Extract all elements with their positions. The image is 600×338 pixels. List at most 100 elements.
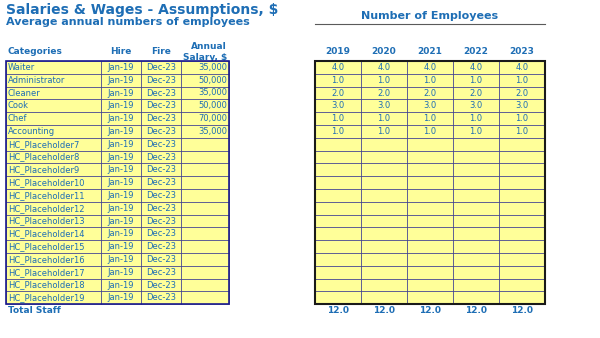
- Text: 1.0: 1.0: [377, 127, 391, 136]
- Text: 1.0: 1.0: [424, 127, 437, 136]
- Bar: [6, 112, 101, 125]
- Text: 70,000: 70,000: [198, 114, 227, 123]
- Bar: [101, 163, 141, 176]
- Bar: [499, 176, 545, 189]
- Bar: [181, 87, 229, 99]
- Text: Dec-23: Dec-23: [146, 229, 176, 238]
- Bar: [181, 240, 229, 253]
- Bar: [6, 176, 101, 189]
- Text: HC_Placeholder12: HC_Placeholder12: [8, 204, 85, 213]
- Bar: [453, 189, 499, 202]
- Bar: [6, 87, 101, 99]
- Bar: [315, 240, 361, 253]
- Bar: [453, 266, 499, 279]
- Text: Dec-23: Dec-23: [146, 178, 176, 187]
- Bar: [141, 163, 181, 176]
- Bar: [361, 227, 407, 240]
- Bar: [141, 240, 181, 253]
- Text: Salaries & Wages - Assumptions, $: Salaries & Wages - Assumptions, $: [6, 3, 278, 17]
- Text: Administrator: Administrator: [8, 76, 65, 85]
- Bar: [315, 74, 361, 87]
- Text: Jan-19: Jan-19: [108, 127, 134, 136]
- Text: 12.0: 12.0: [465, 306, 487, 315]
- Text: Dec-23: Dec-23: [146, 63, 176, 72]
- Text: 35,000: 35,000: [198, 127, 227, 136]
- Bar: [453, 291, 499, 304]
- Bar: [141, 99, 181, 112]
- Text: Categories: Categories: [8, 48, 63, 56]
- Bar: [141, 202, 181, 215]
- Bar: [361, 279, 407, 291]
- Text: Number of Employees: Number of Employees: [361, 11, 499, 21]
- Bar: [361, 87, 407, 99]
- Bar: [499, 227, 545, 240]
- Bar: [101, 151, 141, 163]
- Bar: [499, 266, 545, 279]
- Bar: [315, 61, 545, 304]
- Bar: [181, 266, 229, 279]
- Text: 4.0: 4.0: [515, 63, 529, 72]
- Bar: [315, 176, 361, 189]
- Bar: [407, 266, 453, 279]
- Text: 12.0: 12.0: [373, 306, 395, 315]
- Text: HC_Placeholder13: HC_Placeholder13: [8, 217, 85, 225]
- Bar: [453, 99, 499, 112]
- Bar: [6, 74, 101, 87]
- Bar: [315, 202, 361, 215]
- Bar: [6, 279, 101, 291]
- Text: 1.0: 1.0: [377, 114, 391, 123]
- Text: Jan-19: Jan-19: [108, 255, 134, 264]
- Bar: [315, 151, 361, 163]
- Bar: [181, 74, 229, 87]
- Bar: [499, 151, 545, 163]
- Bar: [453, 61, 499, 74]
- Bar: [453, 176, 499, 189]
- Bar: [499, 202, 545, 215]
- Bar: [407, 215, 453, 227]
- Bar: [407, 202, 453, 215]
- Bar: [6, 61, 101, 74]
- Bar: [6, 215, 101, 227]
- Bar: [141, 151, 181, 163]
- Text: Jan-19: Jan-19: [108, 76, 134, 85]
- Bar: [453, 279, 499, 291]
- Bar: [315, 138, 361, 151]
- Text: Average annual numbers of employees: Average annual numbers of employees: [6, 17, 250, 27]
- Bar: [361, 43, 407, 61]
- Bar: [181, 215, 229, 227]
- Bar: [315, 43, 361, 61]
- Text: HC_Placeholder7: HC_Placeholder7: [8, 140, 79, 149]
- Text: Jan-19: Jan-19: [108, 281, 134, 290]
- Text: Dec-23: Dec-23: [146, 89, 176, 97]
- Text: 1.0: 1.0: [331, 76, 344, 85]
- Text: HC_Placeholder18: HC_Placeholder18: [8, 281, 85, 290]
- Bar: [141, 125, 181, 138]
- Bar: [453, 240, 499, 253]
- Text: Dec-23: Dec-23: [146, 281, 176, 290]
- Bar: [407, 227, 453, 240]
- Bar: [407, 74, 453, 87]
- Bar: [141, 279, 181, 291]
- Bar: [453, 112, 499, 125]
- Bar: [407, 291, 453, 304]
- Text: 1.0: 1.0: [515, 76, 529, 85]
- Text: 4.0: 4.0: [331, 63, 344, 72]
- Text: HC_Placeholder16: HC_Placeholder16: [8, 255, 85, 264]
- Bar: [407, 253, 453, 266]
- Text: Dec-23: Dec-23: [146, 152, 176, 162]
- Bar: [181, 112, 229, 125]
- Bar: [315, 112, 361, 125]
- Text: 3.0: 3.0: [515, 101, 529, 110]
- Text: HC_Placeholder17: HC_Placeholder17: [8, 268, 85, 277]
- Bar: [361, 99, 407, 112]
- Text: 2023: 2023: [509, 48, 535, 56]
- Bar: [361, 189, 407, 202]
- Text: 2.0: 2.0: [424, 89, 437, 97]
- Text: 1.0: 1.0: [515, 114, 529, 123]
- Bar: [407, 43, 453, 61]
- Text: 50,000: 50,000: [198, 101, 227, 110]
- Bar: [499, 215, 545, 227]
- Bar: [315, 291, 361, 304]
- Bar: [6, 253, 101, 266]
- Bar: [499, 112, 545, 125]
